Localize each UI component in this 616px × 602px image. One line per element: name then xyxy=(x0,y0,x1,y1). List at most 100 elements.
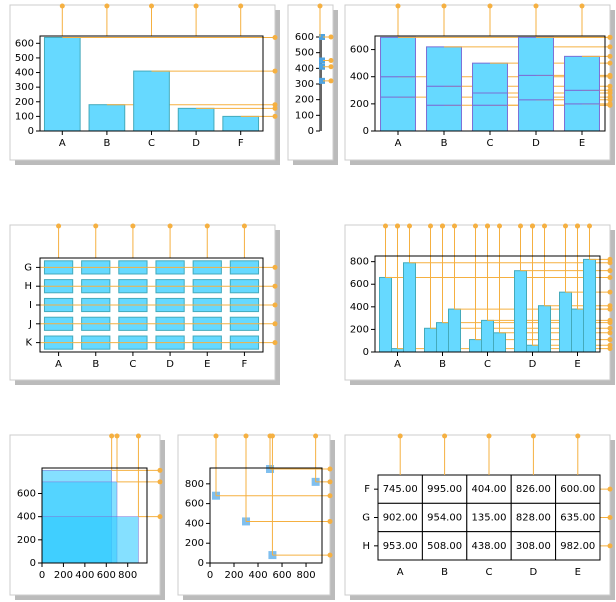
row-label: G xyxy=(362,513,370,524)
guide-dot xyxy=(607,60,613,66)
table-cell xyxy=(421,531,468,561)
bar xyxy=(222,115,260,132)
cell-text: 438.00 xyxy=(472,541,507,552)
panel xyxy=(177,434,331,596)
x-tick-label: C xyxy=(487,138,494,149)
bar xyxy=(448,308,461,353)
x-tick-label: B xyxy=(92,359,99,370)
x-tick-label: D xyxy=(166,359,174,370)
strip xyxy=(320,37,322,131)
bar-segment xyxy=(472,92,508,106)
y-tick-label: 400 xyxy=(185,518,204,529)
x-tick-label: E xyxy=(579,138,585,149)
guide-dot xyxy=(272,283,278,289)
cell-text: 635.00 xyxy=(560,513,595,524)
guide-dot xyxy=(497,223,502,229)
guide-dot xyxy=(607,53,613,59)
guide-dot xyxy=(607,268,613,274)
y-tick-label: H xyxy=(24,281,32,292)
bar-segment xyxy=(518,99,554,132)
guide-dot xyxy=(607,274,613,280)
guide-dot xyxy=(607,289,613,295)
x-tick-label: B xyxy=(441,138,448,149)
cell-text: 404.00 xyxy=(472,484,507,495)
x-tick-label: C xyxy=(148,138,155,149)
guide-dot xyxy=(114,433,120,439)
x-tick-label: A xyxy=(395,138,402,149)
axes-frame xyxy=(374,255,601,353)
guide-dot xyxy=(383,223,388,229)
column-label: A xyxy=(397,567,404,578)
y-tick-label: 800 xyxy=(350,257,369,268)
bar-segment xyxy=(380,76,416,98)
guide-dot xyxy=(109,433,115,439)
bar xyxy=(583,258,596,353)
x-tick-label: 600 xyxy=(272,570,291,581)
bar-segment xyxy=(472,104,508,132)
guide-dot xyxy=(193,3,199,9)
guide-dot xyxy=(59,3,65,9)
x-tick-label: 400 xyxy=(75,570,94,581)
cell-text: 828.00 xyxy=(516,513,551,524)
axes-frame xyxy=(39,35,264,132)
cell-text: 826.00 xyxy=(516,484,551,495)
x-tick-label: D xyxy=(192,138,200,149)
y-tick-label: 0 xyxy=(363,347,369,358)
y-tick-label: 600 xyxy=(15,38,34,49)
y-tick-label: 500 xyxy=(295,48,314,59)
y-tick-label: 600 xyxy=(17,488,36,499)
guide-dot xyxy=(518,223,523,229)
guide-dot xyxy=(395,223,400,229)
column-label: C xyxy=(486,567,493,578)
table-cell xyxy=(510,531,557,561)
guide-dot xyxy=(530,223,535,229)
guide-dot xyxy=(313,433,319,439)
guide-dot xyxy=(575,433,581,439)
cell-text: 600.00 xyxy=(560,484,595,495)
guide-dot xyxy=(607,317,613,323)
x-tick-label: F xyxy=(242,359,248,370)
y-tick-label: 600 xyxy=(350,45,369,56)
bar-segment xyxy=(472,62,508,94)
guide-dot xyxy=(328,34,334,40)
cell-text: 308.00 xyxy=(516,541,551,552)
guide-dot xyxy=(327,518,333,524)
guide-dot xyxy=(587,223,592,229)
y-tick-label: J xyxy=(28,319,32,330)
guide-dot xyxy=(533,3,539,9)
guide-dot xyxy=(104,3,110,9)
bar-segment xyxy=(380,36,416,78)
x-tick-label: 0 xyxy=(207,570,213,581)
axes-frame xyxy=(41,467,148,564)
cell-text: 954.00 xyxy=(427,513,462,524)
guide-dot xyxy=(563,223,568,229)
x-tick-label: 800 xyxy=(118,570,137,581)
cell-text: 508.00 xyxy=(427,541,462,552)
bar xyxy=(391,348,404,353)
row-label: F xyxy=(364,484,370,495)
guide-dot xyxy=(485,223,490,229)
guide-dot xyxy=(272,302,278,308)
x-tick-label: E xyxy=(574,359,580,370)
guide-dot xyxy=(607,325,613,331)
y-tick-label: 400 xyxy=(15,68,34,79)
y-tick-label: 200 xyxy=(350,324,369,335)
guide-dot xyxy=(487,3,493,9)
guide-dot xyxy=(607,44,613,50)
cell-text: 995.00 xyxy=(427,484,462,495)
guide-dot xyxy=(328,58,334,63)
y-tick-label: 400 xyxy=(17,512,36,523)
guide-dot xyxy=(272,113,278,119)
guide-dot xyxy=(441,3,447,9)
row-label: H xyxy=(362,541,370,552)
guide-dot xyxy=(542,223,547,229)
guide-dot xyxy=(213,433,219,439)
x-tick-label: B xyxy=(439,359,446,370)
column-label: E xyxy=(575,567,581,578)
guide-dot xyxy=(607,330,613,336)
x-tick-label: D xyxy=(532,138,540,149)
guide-dot xyxy=(607,72,613,78)
guide-dot xyxy=(157,479,163,485)
cell-text: 135.00 xyxy=(472,513,507,524)
bar xyxy=(571,308,584,353)
